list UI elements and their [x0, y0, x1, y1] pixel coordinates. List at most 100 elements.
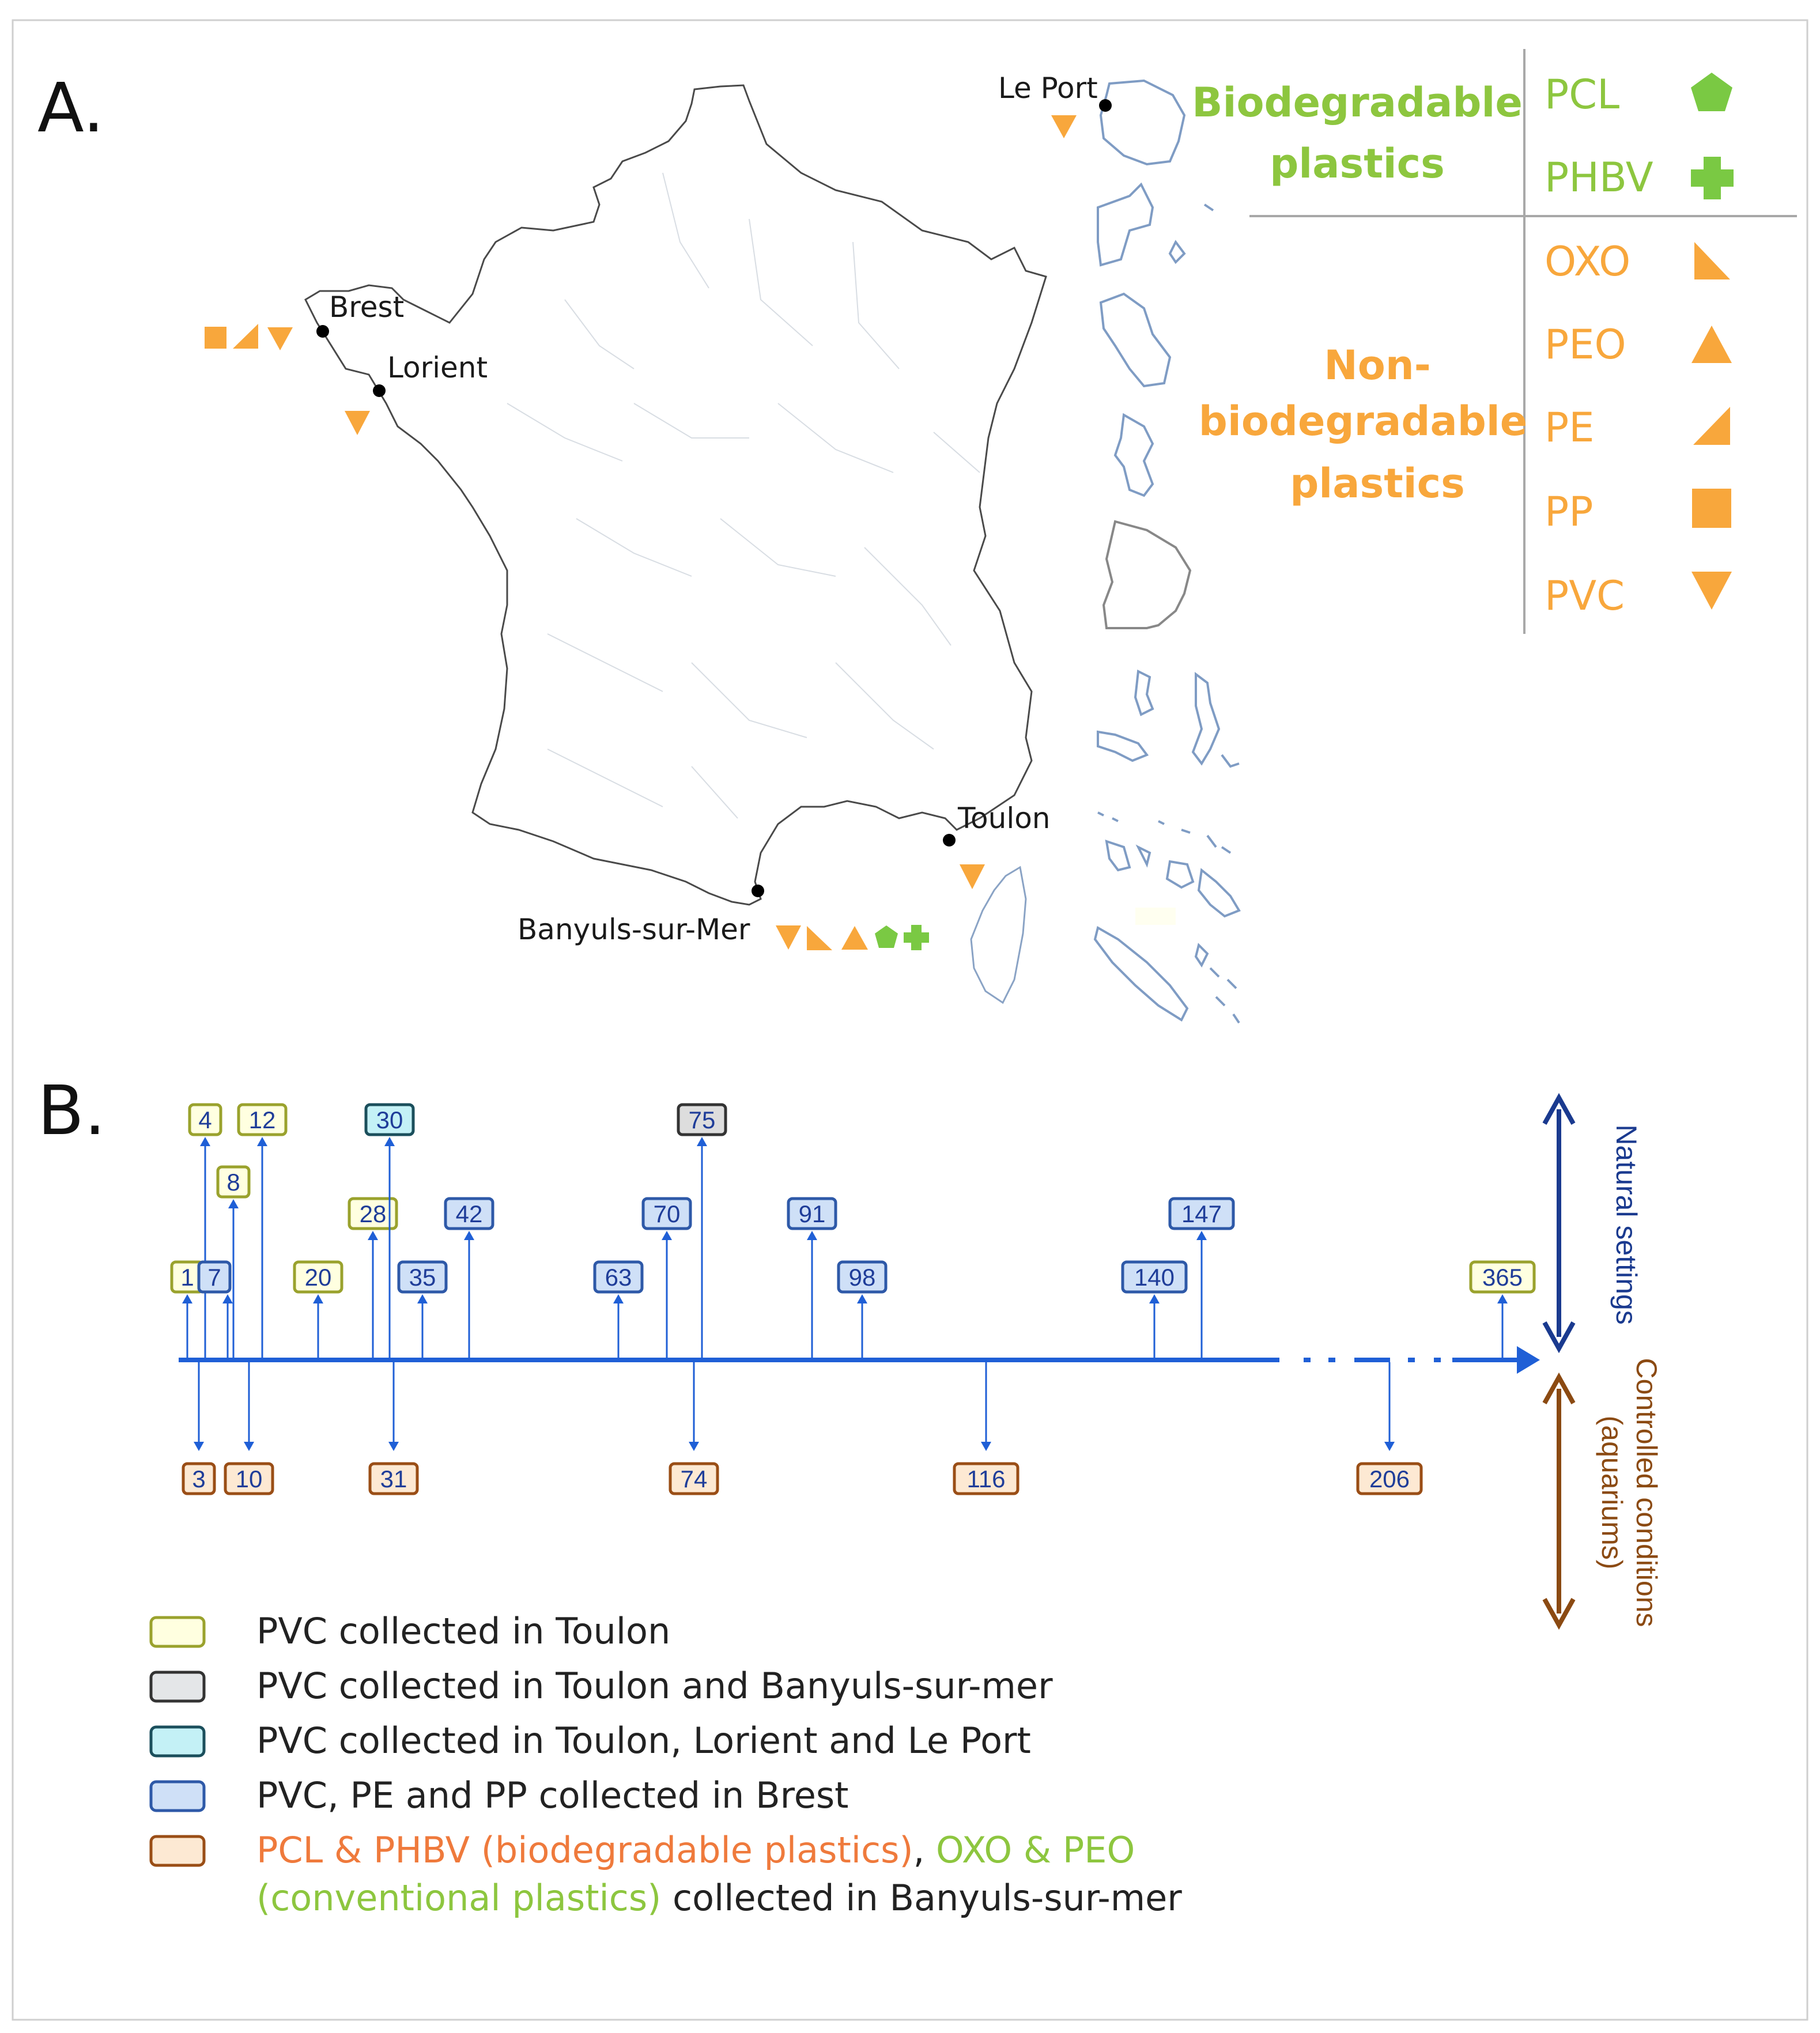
legend-text-brest: PVC, PE and PP collected in Brest — [256, 1774, 848, 1816]
faded-patch — [1135, 908, 1176, 925]
non-biodegradable-heading-line2: biodegradable — [1199, 398, 1528, 445]
city-label-lorient: Lorient — [387, 351, 488, 384]
guadeloupe-outline — [1097, 182, 1214, 267]
natural-settings-arrow — [1542, 1093, 1576, 1354]
non-biodegradable-heading-line3: plastics — [1290, 460, 1465, 507]
natural-day-91-arrow-head — [807, 1231, 817, 1240]
natural-day-30-box — [364, 1103, 415, 1136]
city-label-toulon: Toulon — [957, 802, 1051, 835]
legend-items: PCL PHBV OXO PEO PE PP PVC — [1545, 71, 1653, 619]
natural-day-147-label: 147 — [1181, 1200, 1222, 1227]
toulon-pvc-icon — [960, 864, 985, 889]
natural-day-35-arrow-head — [417, 1294, 428, 1303]
legend-swatch-toulon-banyuls — [149, 1671, 206, 1703]
natural-day-91-label: 91 — [799, 1200, 826, 1227]
timeline-arrowhead — [1517, 1346, 1540, 1374]
banyuls-phbv-icon — [904, 925, 929, 950]
natural-day-365-label: 365 — [1482, 1264, 1523, 1291]
controlled-day-206-label: 206 — [1369, 1465, 1410, 1492]
controlled-day-10-arrow-head — [244, 1442, 254, 1451]
legend-text-banyuls-line1: PCL & PHBV (biodegradable plastics), OXO… — [256, 1829, 1135, 1871]
legend-text-comma: , — [913, 1829, 936, 1871]
legend-swatch-toulon-lorient-leport — [149, 1725, 206, 1758]
natural-day-42-arrow-head — [464, 1231, 474, 1240]
legend-label-pvc: PVC — [1545, 572, 1625, 619]
right-triangle-right-icon — [1693, 407, 1730, 445]
square-icon — [1692, 489, 1731, 528]
natural-day-70-box — [641, 1197, 692, 1230]
reunion-outline — [1099, 79, 1186, 166]
natural-day-7-label: 7 — [207, 1264, 221, 1291]
right-triangle-left-icon — [1694, 242, 1730, 279]
guyane-outline — [1102, 520, 1192, 629]
controlled-day-206-box — [1356, 1462, 1423, 1495]
mayotte-outline — [1113, 413, 1154, 497]
natural-day-365-box — [1469, 1260, 1536, 1294]
legend-label-oxo: OXO — [1545, 238, 1630, 285]
natural-day-30-arrow-head — [384, 1137, 395, 1146]
natural-day-4-box — [188, 1103, 222, 1136]
figure-frame — [12, 19, 1808, 2021]
natural-day-63-label: 63 — [605, 1264, 632, 1291]
lorient-pvc-icon — [345, 411, 370, 435]
controlled-day-31-label: 31 — [380, 1465, 407, 1492]
triangle-up-icon — [1691, 326, 1732, 363]
natural-day-28-label: 28 — [360, 1200, 387, 1227]
legend-label-pcl: PCL — [1545, 71, 1619, 118]
natural-day-35-box — [397, 1260, 448, 1294]
pentagon-icon — [1691, 73, 1732, 111]
legend-label-pe: PE — [1545, 404, 1594, 451]
sampling-legend: PVC collected in Toulon PVC collected in… — [149, 1610, 1182, 1919]
natural-day-98-box — [837, 1260, 888, 1294]
natural-day-20-arrow-head — [313, 1294, 323, 1303]
legend-text-oxo-peo: OXO & PEO — [936, 1829, 1135, 1871]
controlled-day-31-box — [368, 1462, 419, 1495]
natural-day-140-arrow-head — [1149, 1294, 1160, 1303]
panel-a-label: A. — [37, 68, 104, 148]
martinique-outline — [1099, 292, 1172, 388]
city-dot-toulon — [943, 834, 956, 847]
city-dot-lorient — [373, 384, 386, 397]
panel-b-label: B. — [37, 1071, 105, 1150]
legend-text-pcl-phbv: PCL & PHBV (biodegradable plastics) — [256, 1829, 913, 1871]
legend-icons — [1691, 73, 1734, 610]
natural-day-75-label: 75 — [689, 1106, 716, 1133]
natural-day-98-arrow-head — [857, 1294, 867, 1303]
controlled-day-10-label: 10 — [236, 1465, 263, 1492]
saint-pierre-outline — [1134, 669, 1221, 766]
legend-text-banyuls-line2: (conventional plastics) collected in Ban… — [256, 1877, 1182, 1919]
natural-day-140-box — [1121, 1260, 1188, 1294]
brest-pvc-icon — [267, 327, 293, 350]
non-biodegradable-heading: Non- biodegradable plastics — [1199, 342, 1528, 507]
controlled-conditions-arrow — [1542, 1372, 1576, 1630]
legend-text-toulon-lorient-leport: PVC collected in Toulon, Lorient and Le … — [256, 1720, 1031, 1762]
legend-text-collected-banyuls: collected in Banyuls-sur-mer — [661, 1877, 1182, 1919]
natural-settings-label: Natural settings — [1610, 1124, 1642, 1324]
legend-label-peo: PEO — [1545, 321, 1626, 368]
natural-day-91-box — [787, 1197, 837, 1230]
plus-icon — [1691, 157, 1734, 199]
natural-day-63-arrow-head — [613, 1294, 624, 1303]
natural-day-365-arrow-head — [1497, 1294, 1508, 1303]
legend-label-pp: PP — [1545, 488, 1593, 535]
city-dot-brest — [316, 325, 329, 338]
controlled-day-116-arrow-head — [981, 1442, 991, 1451]
france-map-outline — [304, 84, 1047, 906]
natural-day-12-arrow-head — [257, 1137, 267, 1146]
natural-day-4-label: 4 — [198, 1106, 212, 1133]
city-label-le-port: Le Port — [998, 71, 1098, 105]
non-biodegradable-heading-line1: Non- — [1324, 342, 1431, 389]
natural-day-12-label: 12 — [249, 1106, 276, 1133]
natural-day-70-arrow-head — [662, 1231, 672, 1240]
natural-day-147-box — [1168, 1197, 1235, 1230]
natural-day-140-label: 140 — [1134, 1264, 1175, 1291]
controlled-day-31-arrow-head — [388, 1442, 399, 1451]
natural-day-1-label: 1 — [180, 1264, 194, 1291]
controlled-conditions-line1: Controlled conditions — [1630, 1358, 1663, 1627]
controlled-day-3-label: 3 — [192, 1465, 205, 1492]
brest-pp-icon — [205, 327, 226, 349]
corsica-outline — [970, 866, 1027, 1004]
